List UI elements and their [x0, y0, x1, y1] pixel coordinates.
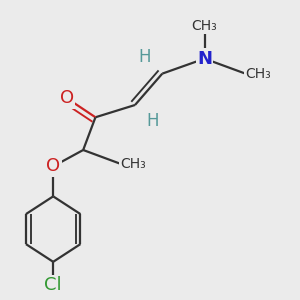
- Text: O: O: [46, 158, 60, 175]
- Text: H: H: [138, 48, 151, 66]
- Text: CH₃: CH₃: [245, 67, 271, 81]
- Text: CH₃: CH₃: [120, 157, 146, 171]
- Text: CH₃: CH₃: [192, 19, 218, 33]
- Text: H: H: [146, 112, 159, 130]
- Text: Cl: Cl: [44, 276, 62, 294]
- Text: N: N: [197, 50, 212, 68]
- Text: O: O: [60, 89, 74, 107]
